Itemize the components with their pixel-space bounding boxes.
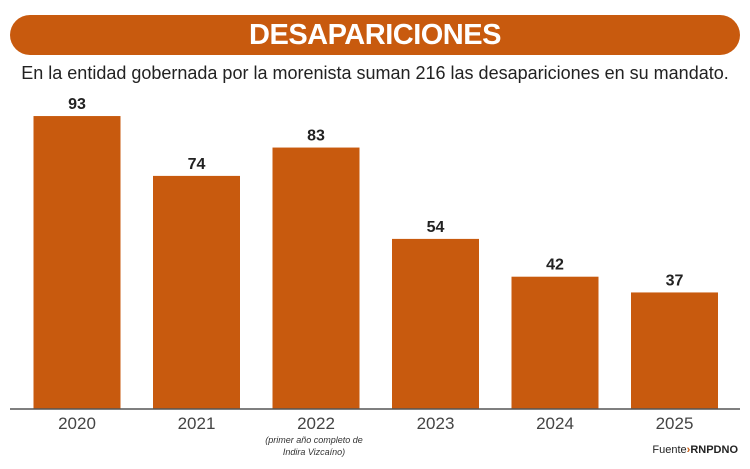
x-tick-2024: 2024 [536, 414, 574, 433]
chart-title: DESAPARICIONES [249, 18, 501, 51]
source-name: RNPDNO [690, 444, 738, 456]
chevron-right-icon: › [686, 444, 691, 456]
data-label-2024: 42 [546, 257, 564, 274]
data-label-2025: 37 [666, 272, 684, 289]
data-label-2022: 83 [307, 128, 325, 145]
bar-2022 [272, 147, 360, 410]
data-label-2021: 74 [188, 156, 206, 173]
annotation-2022: (primer año completo de Indira Vizcaíno) [265, 435, 363, 457]
source-label: Fuente [652, 444, 687, 456]
bar-2021 [153, 175, 240, 409]
title-banner: DESAPARICIONES [10, 15, 740, 55]
data-label-2023: 54 [427, 219, 445, 236]
x-tick-2025: 2025 [656, 414, 694, 433]
x-tick-2021: 2021 [178, 414, 216, 433]
data-label-2020: 93 [68, 96, 86, 113]
bar-2024 [511, 276, 599, 409]
x-tick-2023: 2023 [417, 414, 455, 433]
chart-subtitle: En la entidad gobernada por la morenista… [21, 63, 729, 83]
source-credit: Fuente›RNPDNO [652, 444, 738, 456]
x-tick-2020: 2020 [58, 414, 96, 433]
bar-2023 [392, 238, 479, 409]
x-tick-2022: 2022 [297, 414, 335, 433]
bar-2025 [631, 292, 718, 409]
bar-2020 [33, 116, 121, 410]
